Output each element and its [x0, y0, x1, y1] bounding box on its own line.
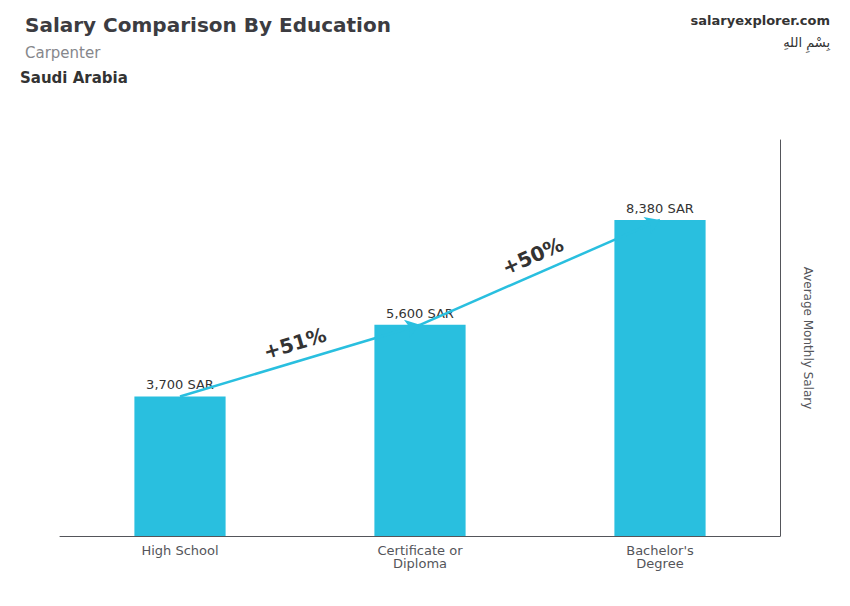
svg-text:Average Monthly Salary: Average Monthly Salary: [801, 267, 815, 410]
svg-text:High School: High School: [141, 543, 218, 558]
svg-text:Degree: Degree: [636, 556, 683, 571]
svg-text:Saudi Arabia: Saudi Arabia: [20, 69, 128, 87]
svg-text:5,600 SAR: 5,600 SAR: [386, 305, 454, 321]
svg-text:salaryexplorer.com: salaryexplorer.com: [691, 13, 830, 28]
svg-text:Carpenter: Carpenter: [25, 44, 101, 62]
svg-text:Salary Comparison By Education: Salary Comparison By Education: [25, 13, 391, 37]
svg-text:8,380 SAR: 8,380 SAR: [626, 201, 694, 216]
svg-text:Diploma: Diploma: [393, 556, 447, 571]
svg-text:Certificate or: Certificate or: [377, 543, 463, 558]
svg-text:بِسْمِ اللهِ: بِسْمِ اللهِ: [783, 35, 831, 53]
svg-text:+50%: +50%: [498, 232, 567, 280]
svg-text:Bachelor's: Bachelor's: [626, 543, 694, 558]
svg-text:+51%: +51%: [260, 323, 329, 364]
svg-text:3,700 SAR: 3,700 SAR: [146, 377, 214, 393]
